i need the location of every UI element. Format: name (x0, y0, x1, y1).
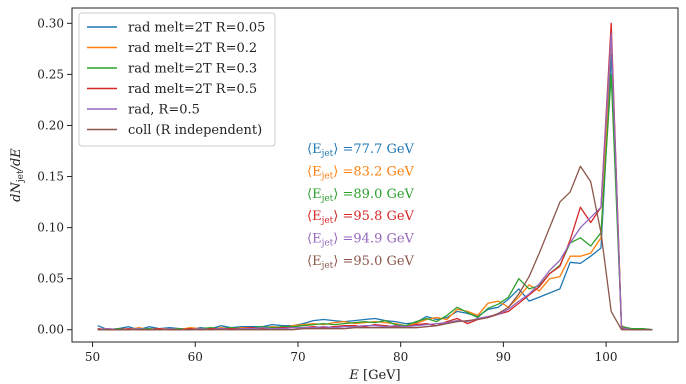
series-line (97, 32, 653, 331)
y-tick-label: 0.05 (37, 272, 64, 286)
mean-energy-annotation: ⟨Ejet⟩ =95.8 GeV (307, 209, 415, 226)
x-tick-label: 60 (188, 350, 203, 364)
y-tick-label: 0.15 (37, 170, 64, 184)
y-tick-label: 0.10 (37, 221, 64, 235)
axis-ticks: 50 60 70 80 90 100 0.00 0.05 0.10 0.15 0.20 0.25 0.3… (37, 16, 617, 364)
x-axis-label: E [GeV] (348, 368, 400, 383)
x-tick-label: 100 (595, 350, 618, 364)
series-line (97, 165, 653, 331)
legend-label: rad, R=0.5 (128, 103, 200, 118)
y-tick-label: 0.00 (37, 323, 64, 337)
mean-energy-annotation: ⟨Ejet⟩ =77.7 GeV (307, 142, 415, 159)
y-tick-label: 0.30 (37, 16, 64, 30)
mean-energy-annotation: ⟨Ejet⟩ =95.0 GeV (307, 254, 415, 271)
legend-label: rad melt=2T R=0.5 (128, 82, 257, 97)
x-tick-label: 90 (496, 350, 511, 364)
plot-frame (71, 7, 679, 343)
legend-box (78, 12, 276, 147)
legend: rad melt=2T R=0.05 rad melt=2T R=0.2 rad m… (78, 12, 276, 147)
y-tick-label: 0.25 (37, 67, 64, 81)
series-line (97, 22, 653, 331)
y-axis-label: dNjet/dE (9, 148, 26, 202)
axis-labels: E [GeV] dNjet/dE (9, 148, 401, 383)
legend-label: coll (R independent) (128, 123, 262, 138)
x-tick-label: 80 (393, 350, 408, 364)
x-tick-label: 70 (290, 350, 305, 364)
annotations: ⟨Ejet⟩ =77.7 GeV ⟨Ejet⟩ =83.2 GeV ⟨Ejet⟩ =… (307, 142, 415, 271)
mean-energy-annotation: ⟨Ejet⟩ =89.0 GeV (307, 187, 415, 204)
legend-label: rad melt=2T R=0.3 (128, 62, 257, 77)
legend-label: rad melt=2T R=0.05 (128, 21, 265, 36)
series-lines (97, 22, 653, 331)
legend-label: rad melt=2T R=0.2 (128, 41, 257, 56)
x-tick-label: 50 (85, 350, 100, 364)
mean-energy-annotation: ⟨Ejet⟩ =94.9 GeV (307, 232, 415, 249)
y-tick-label: 0.20 (37, 118, 64, 132)
mean-energy-annotation: ⟨Ejet⟩ =83.2 GeV (307, 164, 415, 181)
